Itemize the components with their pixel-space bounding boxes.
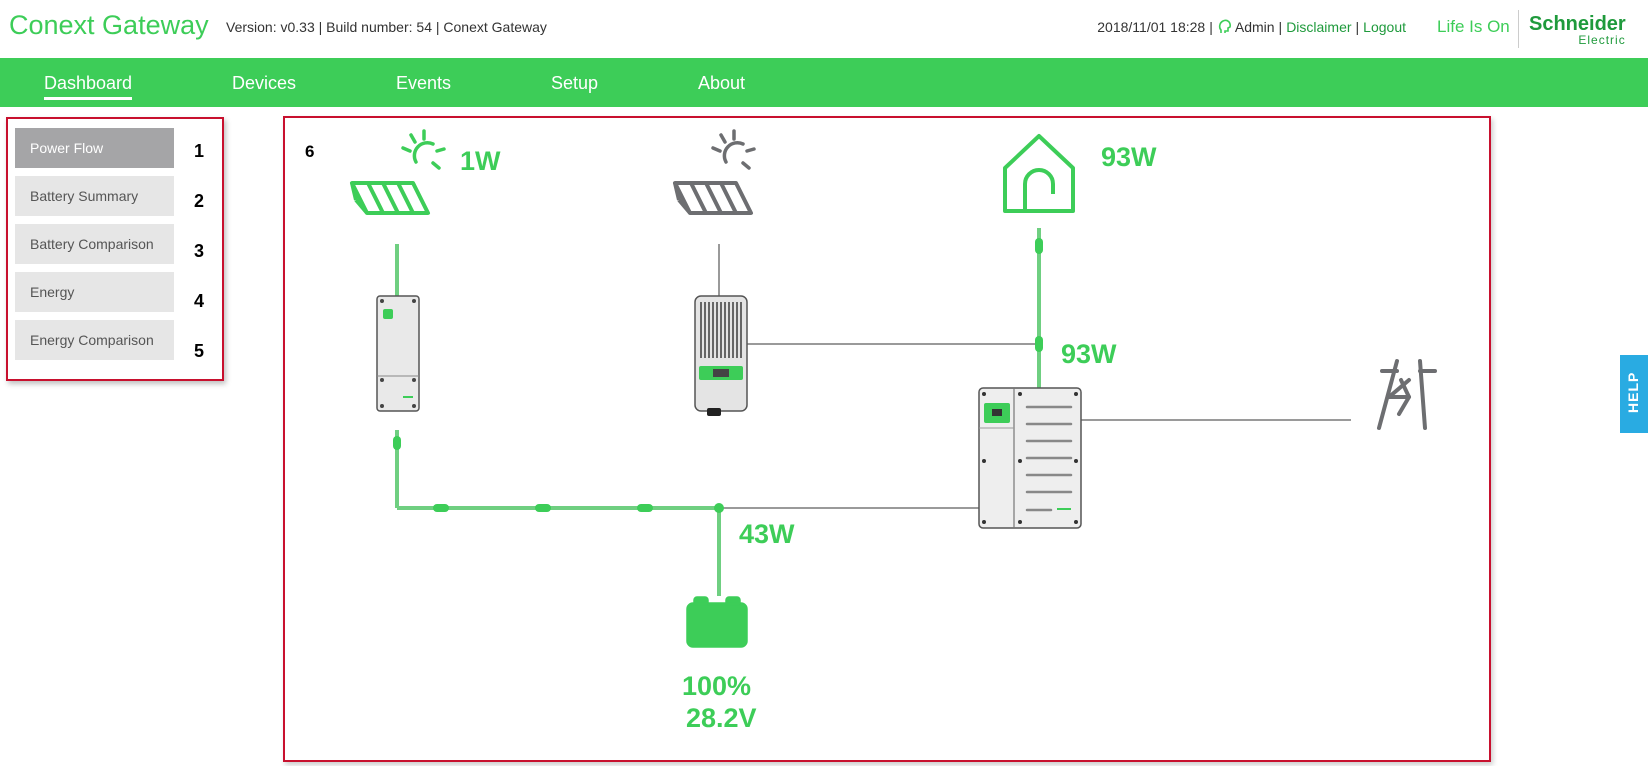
brand-name: Schneider [1529,13,1626,35]
datetime: 2018/11/01 18:28 [1097,19,1206,35]
battery-icon [686,596,748,648]
sidebar-item-energy-comparison[interactable]: Energy Comparison [15,320,174,360]
nav-events[interactable]: Events [396,73,452,93]
inverter-icon [978,387,1082,529]
power-flow-panel: 6 1W 93W 93W 43W 100% 28.2V [283,116,1491,762]
brand-logo: Schneider Electric [1529,14,1626,46]
brand-subname: Electric [1578,33,1626,47]
help-tab[interactable]: HELP [1620,355,1648,433]
load-power-value: 93W [1101,142,1157,172]
sidebar-item-power-flow[interactable]: Power Flow [15,128,174,168]
power-flow-diagram [350,129,1437,648]
sidebar-item-battery-summary[interactable]: Battery Summary [15,176,174,216]
main-nav: Dashboard Devices Events Setup About [0,58,1648,107]
battery-power-value: 43W [739,519,795,549]
user-name[interactable]: Admin [1234,19,1275,35]
version-info: Version: v0.33 | Build number: 54 | Cone… [226,19,547,35]
sidebar-number: 1 [194,141,205,161]
sun-icon [711,129,756,170]
logout-link[interactable]: Logout [1363,19,1406,35]
panel-number: 6 [305,142,315,161]
nav-devices[interactable]: Devices [232,73,297,93]
inverter-ac-power-value: 93W [1061,339,1117,369]
solar-panel-icon [673,181,753,215]
nav-setup[interactable]: Setup [551,73,599,93]
nav-dashboard[interactable]: Dashboard [44,73,133,100]
sidebar-number: 2 [194,191,205,211]
sidebar-item-energy[interactable]: Energy [15,272,174,312]
header-user-bar: 2018/11/01 18:28 | Admin | Disclaimer | … [1097,19,1406,35]
brand-divider [1518,10,1519,48]
user-icon [1218,19,1231,33]
charge-controller-icon [376,295,420,412]
sidebar-number: 4 [194,291,205,311]
tagline: Life Is On [1437,17,1510,36]
sidebar-number: 5 [194,341,205,361]
sun-icon [401,129,446,170]
battery-soc-value: 100% [682,671,752,701]
nav-about[interactable]: About [698,73,746,93]
grid-tower-icon [1377,359,1437,430]
app-title: Conext Gateway [9,10,209,40]
house-icon [1003,134,1075,213]
mppt-icon [694,295,748,416]
help-label: HELP [1625,371,1641,413]
pv1-power-value: 1W [460,146,501,176]
disclaimer-link[interactable]: Disclaimer [1286,19,1352,35]
sidebar: Power Flow 1 Battery Summary 2 Battery C… [6,117,224,381]
sidebar-number: 3 [194,241,205,261]
solar-panel-icon [350,181,430,215]
battery-voltage-value: 28.2V [686,703,757,733]
header: Conext Gateway Version: v0.33 | Build nu… [0,0,1648,58]
sidebar-item-battery-comparison[interactable]: Battery Comparison [15,224,174,264]
